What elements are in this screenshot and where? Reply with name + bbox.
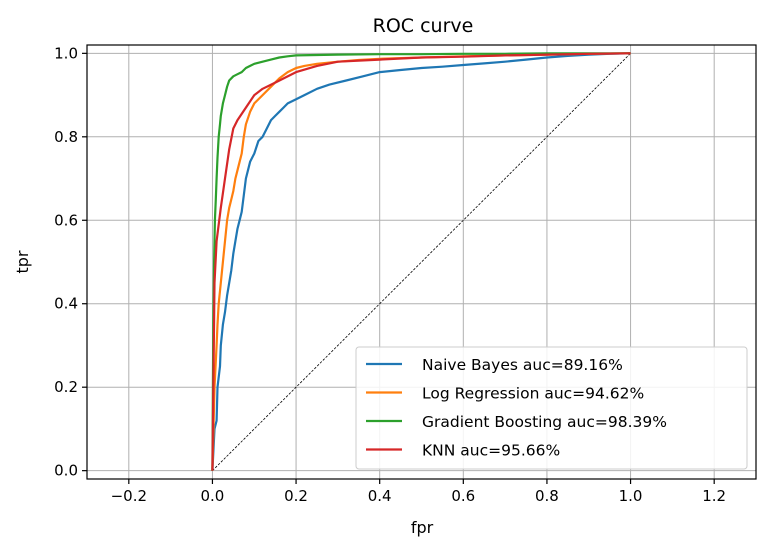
x-tick-label: 0.8	[535, 487, 559, 505]
chart-title: ROC curve	[373, 15, 474, 37]
legend-label: KNN auc=95.66%	[422, 442, 560, 460]
series-line-2	[211, 52, 631, 471]
x-tick-label: 1.2	[702, 487, 726, 505]
series-lines	[211, 52, 631, 471]
legend-label: Log Regression auc=94.62%	[422, 385, 644, 403]
y-tick-label: 1.0	[54, 44, 78, 62]
y-tick-label: 0.8	[54, 128, 78, 146]
x-tick-label: 1.0	[619, 487, 643, 505]
y-tick-label: 0.0	[54, 462, 78, 480]
x-tick-label: 0.4	[368, 487, 392, 505]
y-axis-label: tpr	[13, 250, 32, 273]
y-tick-label: 0.6	[54, 211, 78, 229]
diagonal-line	[212, 53, 631, 471]
diagonal-reference	[212, 53, 631, 471]
x-axis-label: fpr	[411, 518, 434, 537]
y-tick-label: 0.4	[54, 295, 78, 313]
x-tick-label: 0.2	[284, 487, 308, 505]
legend: Naive Bayes auc=89.16% Log Regression auc…	[355, 346, 748, 470]
legend-box	[355, 346, 748, 470]
x-tick-label: 0.6	[451, 487, 475, 505]
plot-frame	[86, 44, 757, 480]
series-line-0	[211, 52, 631, 471]
y-tick-label: 0.2	[54, 378, 78, 396]
x-tick-label: −0.2	[111, 487, 147, 505]
axis-ticks: −0.2 0.0 0.2 0.4 0.6 0.8 1.0 1.2 0.0 0.2 0.4 0.6 0.8…	[54, 44, 726, 505]
series-line-3	[211, 52, 631, 471]
legend-label: Naive Bayes auc=89.16%	[422, 356, 623, 374]
legend-label: Gradient Boosting auc=98.39%	[422, 413, 667, 431]
x-tick-label: 0.0	[201, 487, 225, 505]
